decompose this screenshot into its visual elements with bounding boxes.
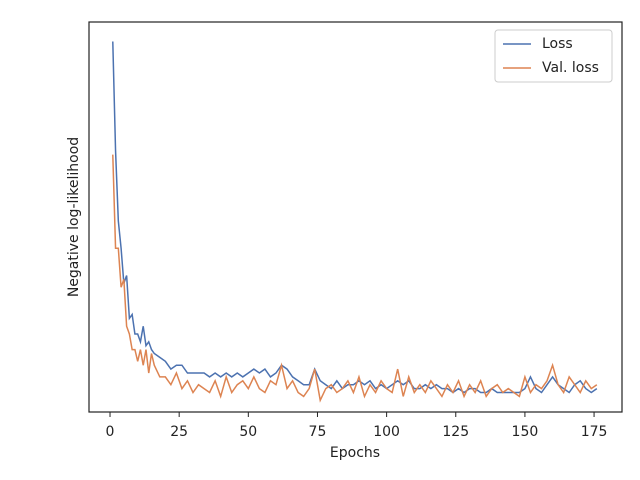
x-tick-label: 150 bbox=[512, 424, 539, 440]
x-tick-label: 0 bbox=[106, 424, 115, 440]
x-tick-label: 50 bbox=[239, 424, 257, 440]
loss-line bbox=[112, 41, 598, 394]
plot-frame bbox=[88, 21, 623, 413]
legend-label: Loss bbox=[542, 36, 573, 52]
x-tick-label: 25 bbox=[170, 424, 188, 440]
x-tick-label: 100 bbox=[373, 424, 400, 440]
legend-box bbox=[494, 29, 613, 83]
x-axis-label: Epochs bbox=[330, 445, 380, 461]
legend-label: Val. loss bbox=[542, 60, 599, 76]
x-tick-label: 125 bbox=[442, 424, 469, 440]
x-tick-label: 175 bbox=[581, 424, 608, 440]
loss-line bbox=[112, 154, 598, 403]
y-axis-label: Negative log-likelihood bbox=[66, 137, 82, 297]
x-tick-label: 75 bbox=[309, 424, 327, 440]
